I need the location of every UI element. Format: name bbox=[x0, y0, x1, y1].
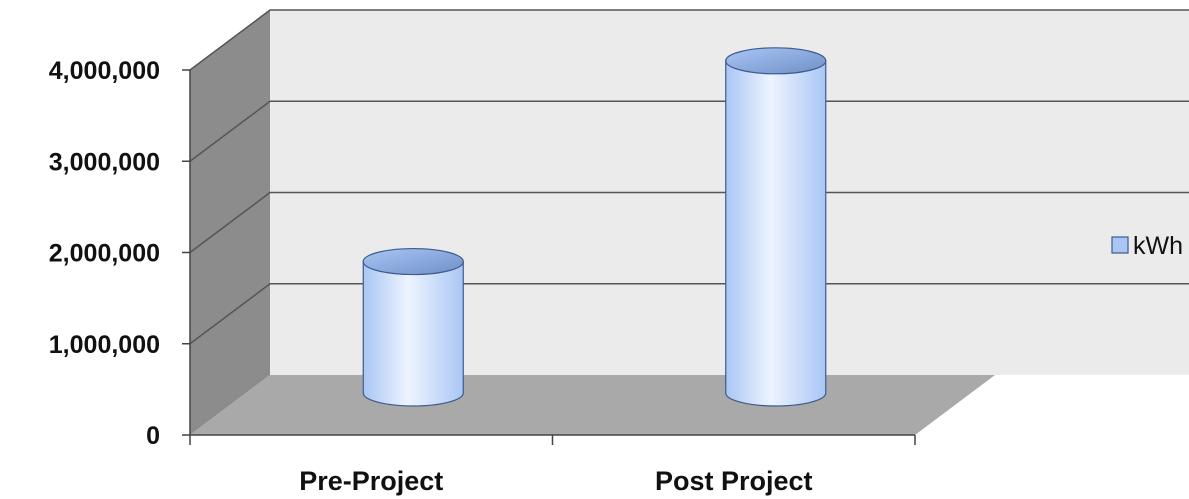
gridlines bbox=[189, 9, 1189, 345]
legend-swatch bbox=[1111, 236, 1129, 254]
bar-cap bbox=[725, 47, 827, 75]
y-tick-label: 1,000,000 bbox=[49, 331, 160, 359]
y-tick-label: 0 bbox=[146, 422, 160, 450]
bar bbox=[362, 247, 464, 407]
bar-cap bbox=[362, 247, 464, 276]
plot-walls bbox=[190, 10, 1189, 435]
bar-body bbox=[362, 260, 464, 407]
y-tick-label: 4,000,000 bbox=[49, 57, 160, 85]
bar bbox=[725, 47, 827, 407]
y-axis-ticks: 0 1,000,000 2,000,000 3,000,000 4,000,000 bbox=[49, 57, 190, 450]
bar-body bbox=[725, 60, 827, 407]
y-tick-label: 3,000,000 bbox=[49, 148, 160, 176]
gridline bbox=[189, 100, 1189, 162]
x-tick-label: Post Project bbox=[655, 466, 813, 496]
y-tick-label: 2,000,000 bbox=[49, 240, 160, 268]
x-axis-ticks: Pre-Project Post Project bbox=[189, 435, 916, 496]
bars bbox=[362, 47, 827, 407]
gridline bbox=[189, 9, 1189, 71]
x-tick-label: Pre-Project bbox=[299, 466, 443, 496]
legend: kWh bbox=[1111, 232, 1183, 260]
gridline bbox=[189, 191, 1189, 254]
legend-label: kWh bbox=[1133, 232, 1183, 260]
gridline bbox=[189, 283, 1189, 345]
floor bbox=[190, 375, 995, 435]
